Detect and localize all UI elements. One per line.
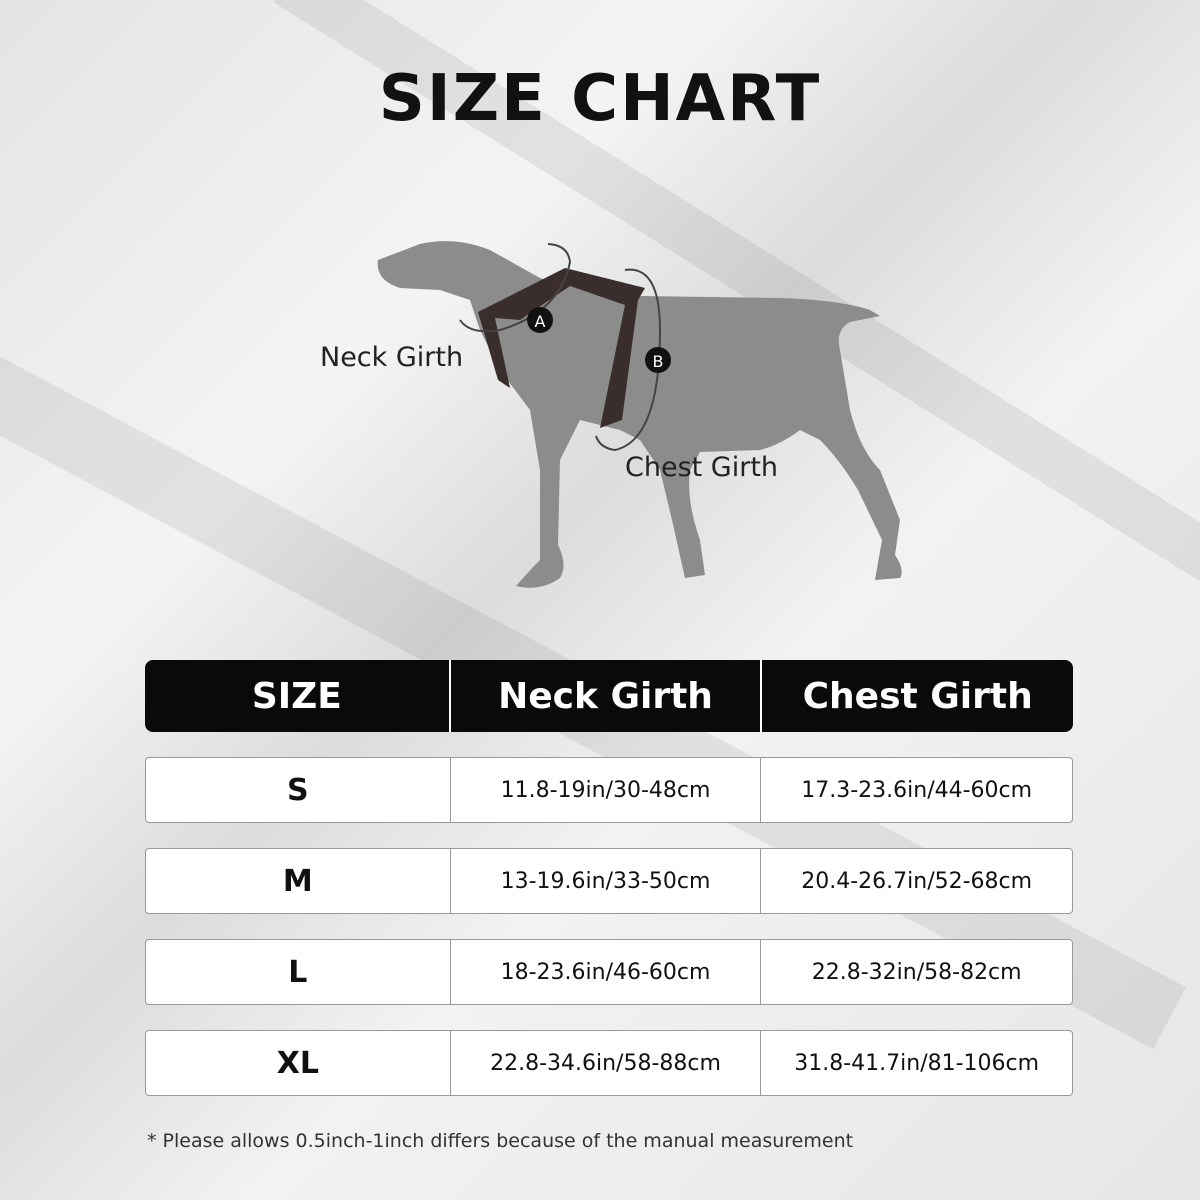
header-neck-girth: Neck Girth [448, 660, 761, 732]
neck-cell: 18-23.6in/46-60cm [449, 940, 761, 1004]
chest-cell: 20.4-26.7in/52-68cm [760, 849, 1072, 913]
table-row: M 13-19.6in/33-50cm 20.4-26.7in/52-68cm [145, 848, 1073, 914]
chest-girth-label: Chest Girth [625, 452, 779, 483]
size-table: SIZE Neck Girth Chest Girth S 11.8-19in/… [145, 660, 1073, 1096]
table-row: XL 22.8-34.6in/58-88cm 31.8-41.7in/81-10… [145, 1030, 1073, 1096]
chest-cell: 17.3-23.6in/44-60cm [760, 758, 1072, 822]
header-size: SIZE [251, 675, 342, 717]
neck-girth-label: Neck Girth [320, 342, 464, 373]
size-cell: XL [276, 1045, 319, 1081]
table-row: S 11.8-19in/30-48cm 17.3-23.6in/44-60cm [145, 757, 1073, 823]
chest-cell: 31.8-41.7in/81-106cm [760, 1031, 1072, 1095]
page-title: SIZE CHART [378, 62, 822, 136]
table-row: L 18-23.6in/46-60cm 22.8-32in/58-82cm [145, 939, 1073, 1005]
size-cell: L [288, 954, 308, 990]
footnote: * Please allows 0.5inch-1inch differs be… [147, 1130, 854, 1152]
dog-silhouette-icon: A B [377, 241, 902, 588]
marker-b-icon [645, 347, 671, 373]
table-header: SIZE Neck Girth Chest Girth [145, 660, 1073, 732]
dog-harness-diagram: A B Neck Girth Chest Girth [300, 220, 920, 600]
neck-cell: 13-19.6in/33-50cm [449, 849, 761, 913]
size-cell: M [282, 863, 313, 899]
chest-cell: 22.8-32in/58-82cm [760, 940, 1072, 1004]
marker-a-icon [527, 307, 553, 333]
neck-cell: 22.8-34.6in/58-88cm [449, 1031, 761, 1095]
marker-a: A [535, 312, 546, 331]
header-chest-girth: Chest Girth [760, 660, 1073, 732]
marker-b: B [653, 352, 664, 371]
neck-cell: 11.8-19in/30-48cm [449, 758, 761, 822]
size-cell: S [287, 772, 309, 808]
